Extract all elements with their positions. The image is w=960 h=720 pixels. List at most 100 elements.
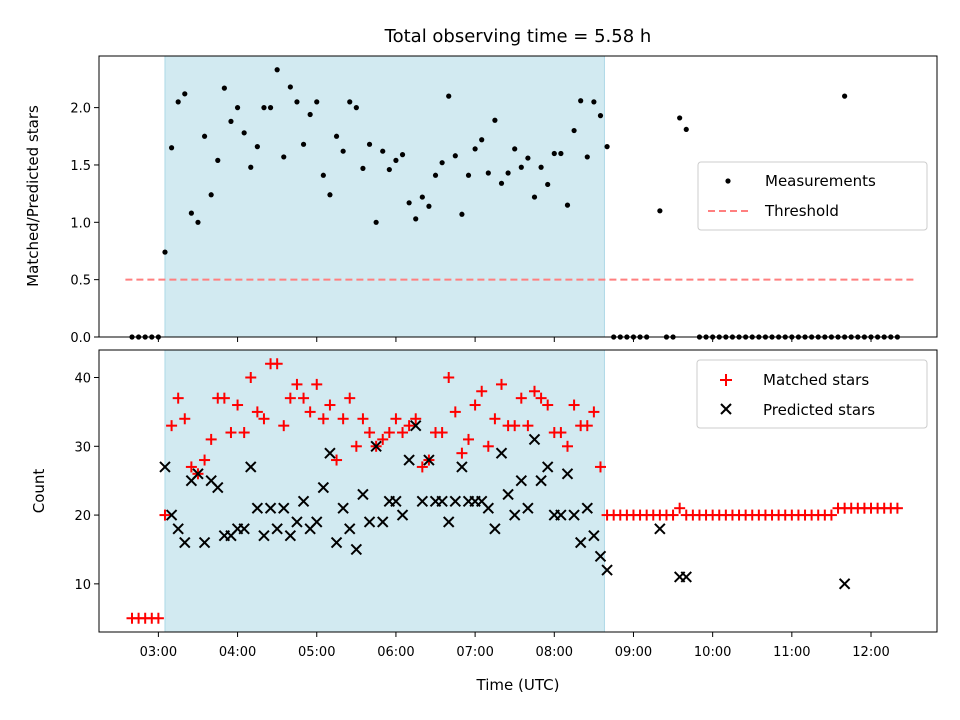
- x-tick-label: 08:00: [536, 645, 573, 660]
- predicted-star-point: [423, 454, 435, 466]
- predicted-star-point: [330, 536, 343, 549]
- measurement-point: [366, 141, 373, 147]
- top-observing-window: [164, 55, 605, 338]
- predicted-star-point: [588, 530, 600, 542]
- matched-star-point: [561, 440, 573, 452]
- predicted-star-point: [502, 488, 514, 501]
- predicted-star-point: [443, 516, 455, 528]
- measurement-point: [472, 146, 478, 152]
- matched-star-point: [311, 378, 323, 390]
- measurement-point: [287, 84, 293, 90]
- measurement-point: [578, 98, 584, 104]
- predicted-star-point: [416, 495, 429, 508]
- measurement-point: [399, 152, 406, 158]
- predicted-star-point: [581, 502, 593, 514]
- x-tick-label: 10:00: [694, 645, 731, 660]
- predicted-star-point: [251, 502, 264, 514]
- matched-star-point: [159, 509, 171, 521]
- predicted-star-point: [344, 523, 356, 535]
- measurement-point: [551, 150, 557, 157]
- measurement-point: [314, 99, 320, 105]
- matched-star-point: [496, 378, 508, 390]
- measurement-point: [281, 154, 287, 160]
- legend-predicted-label: Predicted stars: [763, 401, 875, 419]
- legend-matched-marker: [720, 374, 732, 386]
- predicted-star-point: [489, 523, 501, 535]
- predicted-star-point: [179, 536, 191, 549]
- top-y-ticks: 0.0 0.5 1.0 1.5 2.0: [70, 102, 99, 346]
- measurement-point: [393, 157, 399, 163]
- bottom-legend-box: [696, 359, 928, 429]
- matched-star-point: [469, 399, 481, 411]
- top-legend: Measurements Threshold: [697, 161, 928, 231]
- matched-star-point: [245, 372, 257, 384]
- matched-star-point: [291, 378, 303, 390]
- measurement-point: [267, 105, 274, 111]
- top-x-ticks: [157, 337, 872, 342]
- matched-star-point: [443, 372, 455, 384]
- top-legend-box: [697, 161, 928, 231]
- predicted-star-point: [258, 530, 270, 542]
- predicted-star-point: [522, 502, 534, 514]
- measurement-point: [426, 203, 432, 209]
- matched-star-point: [528, 385, 540, 397]
- predicted-star-point: [245, 461, 257, 473]
- measurement-point: [360, 165, 366, 171]
- predicted-star-point: [172, 523, 184, 535]
- matched-star-point: [568, 399, 580, 411]
- matched-star-point: [172, 392, 184, 404]
- legend-measurements-label: Measurements: [765, 172, 876, 190]
- measurement-point: [248, 164, 254, 170]
- measurement-point: [571, 127, 577, 134]
- matched-star-point: [463, 433, 475, 445]
- matched-star-point: [232, 399, 244, 411]
- measurement-point: [505, 170, 511, 176]
- measurement-point: [531, 194, 538, 200]
- measurement-point: [446, 93, 452, 99]
- top-panel: 0.00.51.01.52.0 Matched/Predicted stars …: [24, 55, 938, 346]
- measurement-point: [479, 137, 485, 143]
- legend-measurements-marker: [725, 178, 731, 184]
- measurement-point: [294, 99, 300, 105]
- measurement-point: [327, 192, 333, 198]
- bottom-y-axis-label: Count: [30, 469, 48, 514]
- predicted-star-point: [324, 447, 336, 459]
- predicted-star-point: [271, 523, 283, 535]
- measurement-point: [241, 130, 247, 136]
- measurement-point: [538, 164, 544, 170]
- measurement-point: [300, 141, 307, 147]
- bottom-x-ticks: 03:00 04:00 05:00 06:00 07:00 08:00 09:00 10:00…: [140, 632, 890, 660]
- predicted-star-point: [370, 440, 382, 452]
- matched-star-point: [357, 413, 369, 425]
- top-y-tick-label: 2.0: [70, 102, 91, 117]
- matched-star-point: [476, 385, 488, 397]
- bottom-y-tick-label: 10: [74, 578, 91, 593]
- predicted-star-point: [159, 461, 171, 473]
- measurement-point: [512, 146, 518, 152]
- measurement-point: [452, 153, 458, 159]
- bottom-legend: Matched stars Predicted stars: [696, 359, 928, 429]
- bottom-y-tick-label: 20: [74, 509, 91, 524]
- measurement-point: [591, 99, 597, 105]
- matched-star-point: [515, 392, 527, 404]
- matched-star-point: [891, 502, 903, 514]
- measurement-point: [307, 111, 313, 118]
- measurement-point: [545, 181, 551, 188]
- matched-star-point: [555, 427, 567, 439]
- x-tick-label: 05:00: [298, 645, 335, 660]
- matched-star-point: [298, 392, 310, 404]
- matched-star-point: [225, 427, 237, 439]
- matched-star-point: [509, 420, 521, 432]
- matched-star-point: [364, 427, 376, 439]
- predicted-star-point: [278, 502, 290, 514]
- top-y-tick-label: 1.5: [70, 159, 91, 174]
- measurement-point: [406, 200, 412, 206]
- measurement-point: [419, 194, 425, 200]
- legend-matched-label: Matched stars: [763, 371, 869, 389]
- x-tick-label: 11:00: [773, 645, 810, 660]
- predicted-star-point: [555, 509, 567, 521]
- predicted-star-point: [528, 433, 541, 446]
- x-tick-label: 03:00: [140, 645, 177, 660]
